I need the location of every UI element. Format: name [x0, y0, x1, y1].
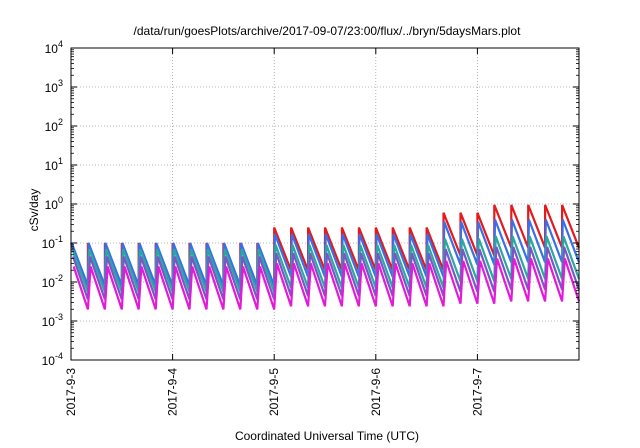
x-tick-label: 2017-9-7	[470, 368, 484, 416]
plot-frame	[70, 47, 580, 361]
x-tick-label: 2017-9-6	[369, 368, 383, 416]
y-tick-label: 102	[45, 117, 63, 134]
y-tick-label: 100	[45, 195, 63, 212]
x-tick-label: 2017-9-4	[166, 368, 180, 416]
chart-title: /data/run/goesPlots/archive/2017-09-07/2…	[134, 24, 522, 38]
y-tick-label: 101	[45, 156, 63, 173]
y-tick-label: 10-4	[42, 351, 63, 368]
y-tick-label: 10-3	[42, 312, 63, 329]
x-tick-label: 2017-9-5	[267, 368, 281, 416]
x-tick-label: 2017-9-3	[64, 368, 78, 416]
y-tick-label: 10-2	[42, 273, 63, 290]
series-line-5	[72, 258, 581, 310]
y-axis-ticks: 10-4 10-3 10-2 10-1 100 101 102 103 104	[42, 39, 579, 368]
x-axis-ticks: 2017-9-3 2017-9-4 2017-9-5 2017-9-6 2017-9-7	[64, 48, 484, 416]
y-tick-label: 10-1	[42, 234, 63, 251]
y-axis-label: cSv/day	[27, 189, 41, 232]
x-axis-label: Coordinated Universal Time (UTC)	[235, 429, 419, 443]
y-tick-label: 103	[45, 78, 63, 95]
y-tick-label: 104	[45, 39, 63, 56]
series-layer	[69, 204, 581, 310]
grid	[71, 48, 579, 360]
